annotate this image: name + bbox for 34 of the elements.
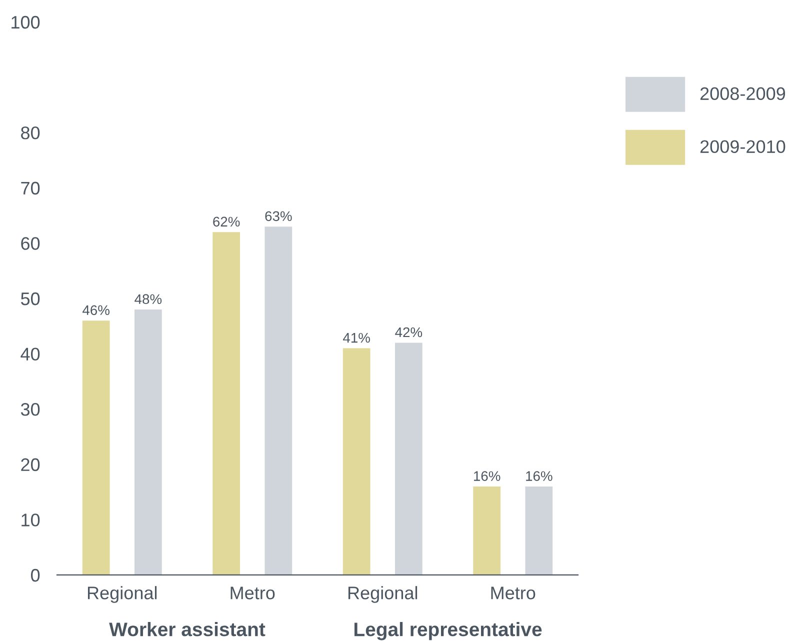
x-tick-label: Metro xyxy=(491,586,536,600)
bar xyxy=(264,226,292,575)
bar xyxy=(134,310,162,575)
legend-label: 2009-2010 xyxy=(700,140,786,154)
y-tick-label: 70 xyxy=(21,182,40,195)
legend-label: 2008-2009 xyxy=(700,87,786,100)
y-tick-label: 40 xyxy=(20,348,40,360)
x-tick-label: Metro xyxy=(230,586,275,600)
bar xyxy=(82,320,110,575)
bar xyxy=(342,348,370,575)
text: Worker assistant xyxy=(109,622,266,636)
data-label: 63% xyxy=(265,211,292,222)
bar xyxy=(212,232,240,575)
bar xyxy=(395,342,422,575)
y-tick-label: 20 xyxy=(21,458,40,472)
y-tick-label: 30 xyxy=(20,403,40,416)
x-tick-label: Regional xyxy=(348,586,418,603)
y-tick-label: 10 xyxy=(22,514,40,526)
y-tick-label: 60 xyxy=(21,237,40,250)
x-tick-label: Regional xyxy=(88,586,157,603)
y-tick-label: 80 xyxy=(21,126,40,140)
bar xyxy=(473,486,500,575)
data-label: 42% xyxy=(395,327,422,338)
data-label: 16% xyxy=(526,471,552,481)
data-label: 62% xyxy=(213,216,240,227)
y-tick-label: 50 xyxy=(20,292,40,306)
y-tick-label: 100 xyxy=(12,16,40,29)
text: Legal representative xyxy=(354,622,542,640)
bar xyxy=(525,486,553,575)
y-tick-label: 0 xyxy=(31,568,40,582)
data-label: 46% xyxy=(82,305,110,316)
data-label: 16% xyxy=(474,471,500,481)
data-label: 48% xyxy=(134,294,162,304)
data-label: 41% xyxy=(342,332,370,343)
